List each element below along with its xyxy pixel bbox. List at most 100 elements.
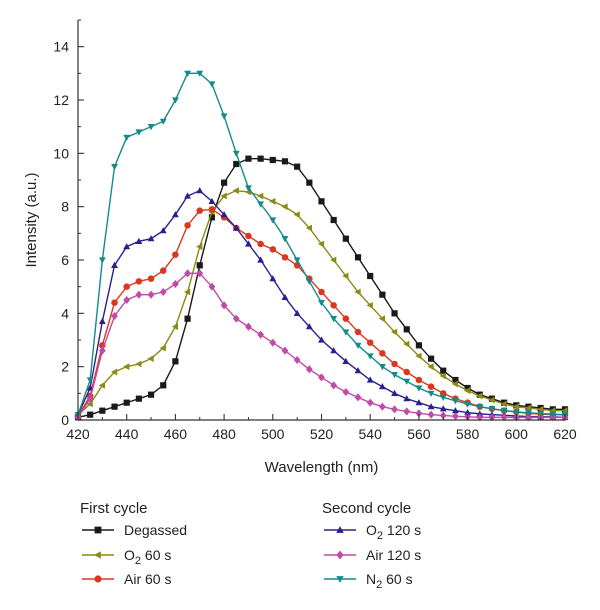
data-point: [172, 251, 179, 258]
data-point: [439, 411, 447, 420]
data-point: [427, 363, 434, 371]
legend-item: Air 60 s: [82, 571, 171, 587]
data-point: [354, 288, 361, 296]
legend-item: Air 120 s: [324, 547, 421, 563]
y-tick-label: 8: [61, 199, 69, 215]
legend-label: O2 120 s: [366, 522, 421, 542]
data-point: [196, 70, 204, 77]
data-point: [390, 328, 398, 336]
legend-item: O2 60 s: [82, 547, 171, 567]
data-point: [147, 355, 154, 363]
data-point: [196, 187, 204, 194]
data-point: [111, 299, 118, 306]
y-tick-label: 10: [53, 145, 69, 161]
data-point: [269, 275, 277, 282]
data-point: [111, 261, 118, 268]
data-point: [500, 413, 508, 422]
legend-marker: [94, 575, 102, 583]
data-point: [330, 256, 337, 264]
data-point: [415, 409, 423, 418]
data-point: [245, 185, 252, 192]
y-tick-label: 2: [61, 359, 69, 375]
data-point: [245, 232, 252, 240]
data-point: [342, 235, 349, 242]
x-tick-label: 420: [66, 426, 90, 442]
legend-item: N2 60 s: [324, 571, 413, 591]
data-point: [476, 392, 483, 400]
data-point: [269, 246, 277, 253]
data-point: [366, 398, 374, 407]
x-tick-label: 580: [456, 426, 480, 442]
data-point: [281, 254, 289, 261]
data-point: [476, 404, 484, 411]
x-tick-label: 440: [115, 426, 139, 442]
data-point: [293, 309, 301, 316]
data-point: [147, 275, 155, 282]
data-point: [366, 339, 374, 346]
data-point: [427, 390, 435, 397]
plot-area: [74, 70, 569, 422]
data-point: [318, 300, 325, 307]
legend-label: Air 120 s: [366, 547, 421, 563]
x-tick-label: 560: [407, 426, 431, 442]
x-tick-label: 540: [359, 426, 383, 442]
data-point: [281, 346, 289, 355]
data-point: [342, 315, 350, 322]
data-point: [330, 302, 337, 309]
data-point: [159, 267, 167, 274]
data-point: [232, 150, 240, 157]
data-point: [403, 326, 410, 333]
data-point: [196, 243, 203, 251]
data-point: [378, 383, 386, 390]
data-point: [135, 290, 143, 299]
data-point: [403, 378, 411, 385]
data-point: [512, 403, 519, 411]
data-point: [135, 360, 142, 368]
axes: 420 440 460 480 500 520 540 560 580 600 620 0 2 4 6 8 10…: [53, 19, 577, 442]
data-point: [184, 269, 191, 278]
data-point: [415, 342, 422, 349]
data-point: [354, 367, 362, 374]
data-point: [184, 70, 191, 77]
data-point: [305, 323, 313, 330]
data-point: [342, 357, 350, 364]
data-point: [257, 201, 265, 208]
legend-marker: [336, 550, 344, 560]
data-point: [427, 410, 435, 419]
data-point: [233, 160, 240, 168]
data-point: [378, 402, 386, 411]
data-point: [525, 413, 532, 422]
data-point: [111, 403, 118, 410]
data-point: [159, 344, 166, 352]
data-point: [317, 240, 325, 248]
data-point: [111, 164, 118, 171]
data-point: [330, 381, 338, 390]
data-point: [403, 395, 411, 402]
data-point: [147, 235, 155, 242]
data-point: [549, 411, 557, 418]
data-point: [86, 377, 94, 384]
data-point: [135, 395, 142, 402]
data-point: [98, 257, 106, 264]
data-point: [330, 216, 337, 224]
data-point: [123, 295, 131, 305]
data-point: [257, 155, 264, 162]
data-point: [439, 394, 447, 401]
data-point: [98, 346, 106, 355]
legend-label: O2 60 s: [124, 547, 171, 567]
data-point: [208, 81, 216, 88]
data-point: [269, 197, 276, 205]
data-point: [488, 396, 495, 404]
data-point: [269, 217, 277, 224]
data-point: [379, 291, 386, 298]
data-point: [111, 311, 118, 321]
data-point: [160, 382, 167, 389]
data-point: [427, 355, 435, 362]
data-point: [305, 224, 312, 232]
x-tick-label: 600: [505, 426, 529, 442]
data-point: [427, 403, 435, 410]
data-point: [171, 97, 179, 104]
data-point: [318, 288, 325, 296]
data-point: [439, 405, 447, 412]
x-axis-label: Wavelength (nm): [265, 459, 379, 476]
